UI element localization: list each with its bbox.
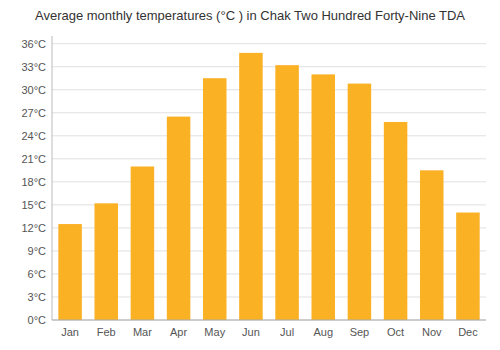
x-tick-label: Jan (61, 326, 79, 338)
y-tick-label: 15°C (21, 199, 46, 211)
bar (420, 170, 444, 320)
bar (167, 117, 191, 320)
y-tick-label: 21°C (21, 153, 46, 165)
y-tick-label: 33°C (21, 61, 46, 73)
bar (131, 166, 155, 320)
title: Average monthly temperatures (°C ) in Ch… (35, 8, 465, 23)
y-tick-label: 24°C (21, 130, 46, 142)
bar (311, 74, 335, 320)
y-tick-label: 3°C (28, 291, 47, 303)
x-tick-label: Sep (350, 326, 370, 338)
x-axis-line (52, 320, 486, 321)
y-tick-label: 0°C (28, 314, 47, 326)
grid-line (52, 158, 486, 159)
x-tick-label: Apr (170, 326, 187, 338)
bar (384, 122, 408, 320)
x-tick-label: Nov (422, 326, 442, 338)
y-axis: 0°C 3°C 6°C 9°C 12°C 15°C 18°C 21°C 24°C 27°C 30°C… (21, 36, 52, 326)
bar (348, 84, 372, 320)
x-tick-label: Dec (458, 326, 478, 338)
x-axis: Jan Feb Mar Apr May Jun Jul Aug Sep Oct Nov Dec (52, 320, 486, 338)
y-tick-label: 36°C (21, 38, 46, 50)
x-tick-label: Jun (242, 326, 260, 338)
bar (94, 203, 118, 320)
grid-line (52, 89, 486, 90)
bar (456, 213, 480, 320)
y-axis-line (52, 36, 53, 320)
y-tick-label: 30°C (21, 84, 46, 96)
y-tick-label: 27°C (21, 107, 46, 119)
x-tick-label: Feb (97, 326, 116, 338)
grid-line (52, 320, 486, 321)
x-tick-label: Jul (280, 326, 294, 338)
bar (239, 53, 263, 320)
bar (275, 65, 299, 320)
x-tick-label: May (204, 326, 225, 338)
grid-line (52, 43, 486, 44)
x-tick-label: Aug (313, 326, 333, 338)
x-tick-label: Mar (133, 326, 152, 338)
grid (52, 44, 486, 320)
y-tick-label: 9°C (28, 245, 47, 257)
grid-line (52, 135, 486, 136)
chart: 0°C 3°C 6°C 9°C 12°C 15°C 18°C 21°C 24°C 27°C 30°C… (0, 0, 500, 350)
y-tick-label: 12°C (21, 222, 46, 234)
bar (58, 224, 82, 320)
grid-line (52, 66, 486, 67)
bar (203, 78, 227, 320)
grid-line (52, 112, 486, 113)
y-tick-label: 6°C (28, 268, 47, 280)
bars (58, 53, 479, 320)
x-tick-label: Oct (387, 326, 404, 338)
y-tick-label: 18°C (21, 176, 46, 188)
